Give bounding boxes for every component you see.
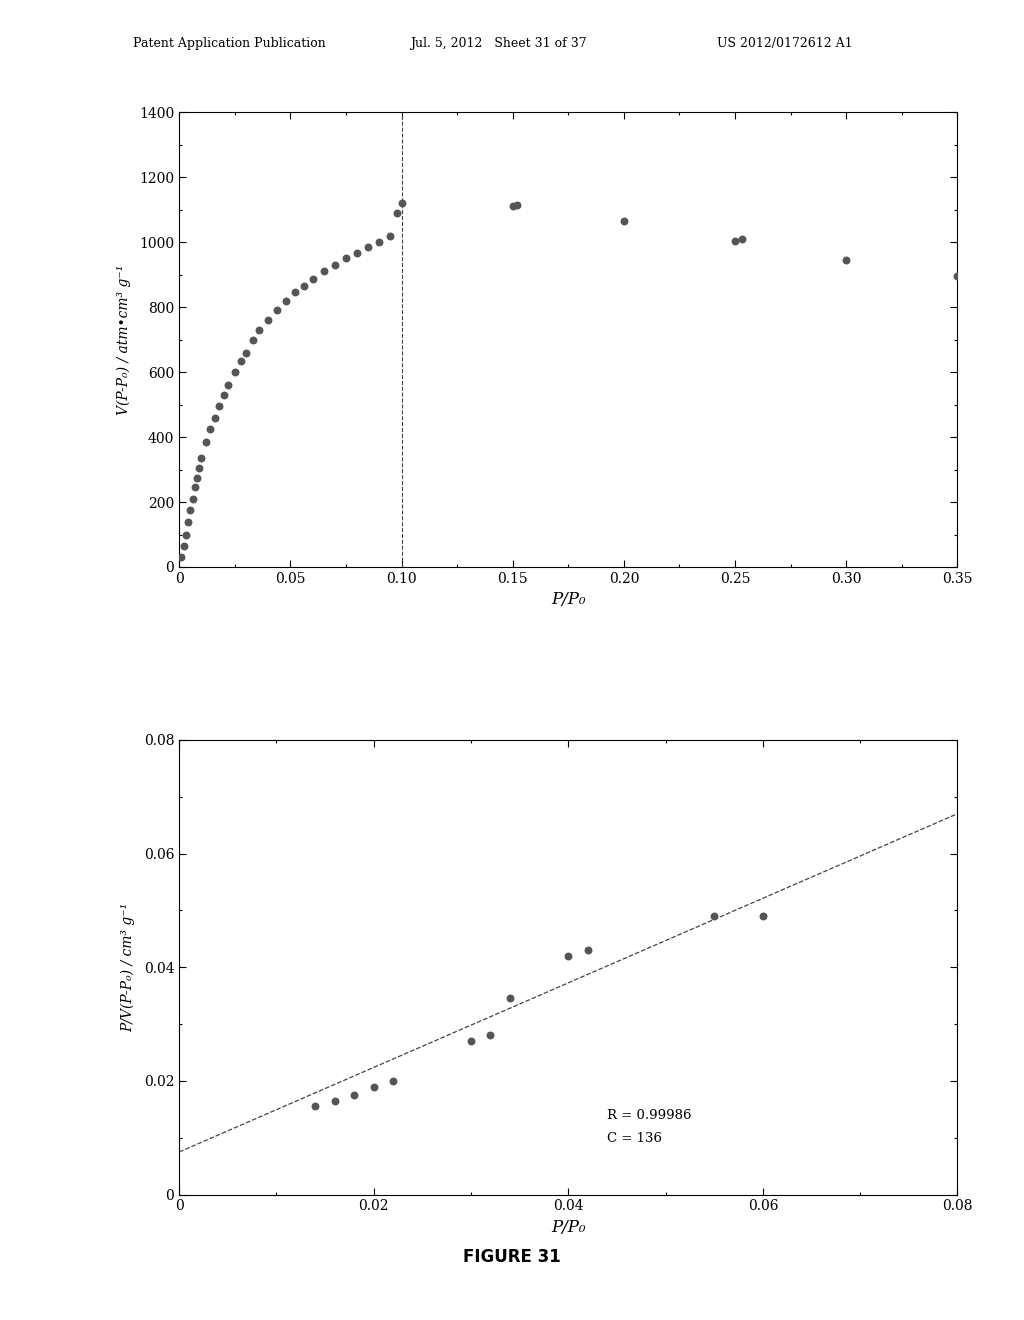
Point — [327, 255, 343, 276]
Y-axis label: P/V(P-P₀) / cm³ g⁻¹: P/V(P-P₀) / cm³ g⁻¹ — [121, 903, 135, 1032]
Point — [251, 319, 267, 341]
Point — [327, 1090, 343, 1111]
Point — [287, 282, 303, 304]
Point — [211, 396, 227, 417]
Point — [220, 375, 237, 396]
Point — [389, 202, 406, 223]
Point — [755, 906, 771, 927]
Point — [207, 407, 223, 428]
Point — [175, 536, 191, 557]
Point — [727, 230, 743, 251]
X-axis label: P/P₀: P/P₀ — [551, 1218, 586, 1236]
Text: C = 136: C = 136 — [607, 1133, 663, 1144]
Point — [949, 265, 966, 286]
Point — [346, 1085, 362, 1106]
Point — [180, 511, 197, 532]
Point — [182, 499, 199, 520]
Point — [188, 467, 205, 488]
Point — [304, 269, 321, 290]
Point — [278, 290, 294, 312]
Point — [360, 236, 377, 257]
Point — [615, 210, 632, 231]
Point — [838, 249, 854, 271]
Point — [260, 310, 276, 331]
Point — [502, 987, 518, 1008]
Point — [245, 329, 261, 350]
Text: R = 0.99986: R = 0.99986 — [607, 1109, 692, 1122]
Point — [371, 231, 387, 252]
Point — [393, 193, 410, 214]
Point — [463, 1031, 479, 1052]
Point — [482, 1024, 499, 1045]
Point — [194, 447, 210, 469]
Point — [226, 362, 243, 383]
Point — [269, 300, 286, 321]
Point — [580, 940, 596, 961]
Point — [349, 242, 366, 263]
Point — [191, 457, 208, 478]
Point — [505, 195, 521, 216]
Point — [178, 524, 195, 545]
Point — [366, 1076, 382, 1097]
X-axis label: P/P₀: P/P₀ — [551, 591, 586, 609]
Point — [307, 1096, 324, 1117]
Point — [338, 248, 354, 269]
Point — [215, 384, 231, 405]
Point — [560, 945, 577, 966]
Point — [733, 228, 750, 249]
Text: FIGURE 31: FIGURE 31 — [463, 1247, 561, 1266]
Point — [202, 418, 218, 440]
Point — [198, 432, 214, 453]
Point — [296, 276, 312, 297]
Point — [382, 226, 398, 247]
Point — [184, 488, 201, 510]
Text: US 2012/0172612 A1: US 2012/0172612 A1 — [717, 37, 852, 50]
Point — [233, 350, 250, 371]
Point — [173, 546, 189, 568]
Text: Jul. 5, 2012   Sheet 31 of 37: Jul. 5, 2012 Sheet 31 of 37 — [410, 37, 586, 50]
Point — [238, 342, 254, 363]
Text: Patent Application Publication: Patent Application Publication — [133, 37, 326, 50]
Y-axis label: V(P-P₀) / atm•cm³ g⁻¹: V(P-P₀) / atm•cm³ g⁻¹ — [117, 264, 131, 414]
Point — [315, 261, 332, 282]
Point — [385, 1071, 401, 1092]
Point — [509, 194, 525, 215]
Point — [707, 906, 723, 927]
Point — [186, 477, 203, 498]
